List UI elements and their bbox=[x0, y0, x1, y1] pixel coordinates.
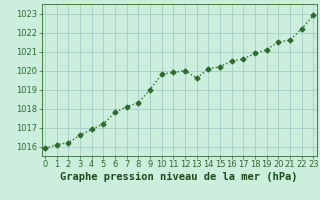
X-axis label: Graphe pression niveau de la mer (hPa): Graphe pression niveau de la mer (hPa) bbox=[60, 172, 298, 182]
